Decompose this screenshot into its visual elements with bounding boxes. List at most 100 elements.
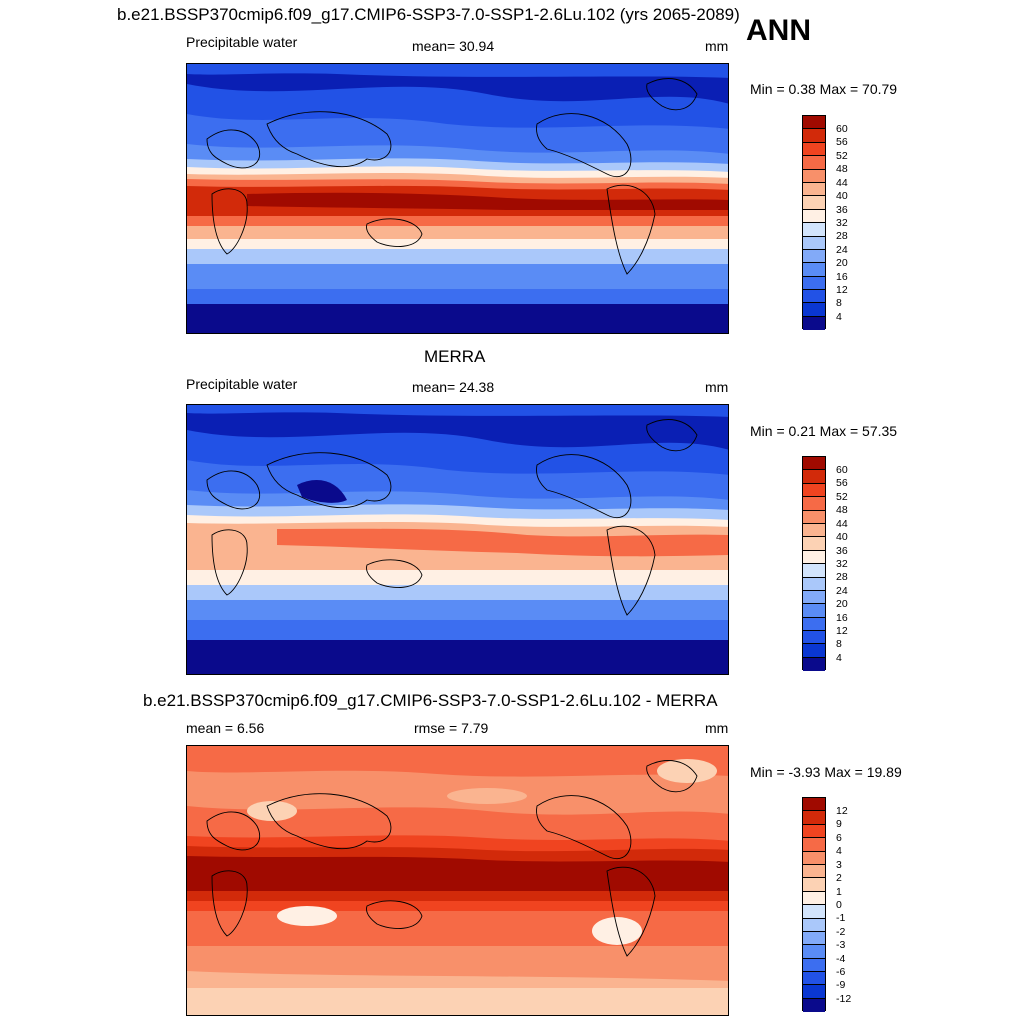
colorbar-tick: 60 xyxy=(836,464,848,476)
colorbar-tick: 4 xyxy=(836,845,842,857)
colorbar-swatch xyxy=(803,998,825,1013)
colorbar-swatch xyxy=(803,798,825,812)
panel-3-title: b.e21.BSSP370cmip6.f09_g17.CMIP6-SSP3-7.… xyxy=(143,691,718,710)
colorbar-swatch xyxy=(803,249,825,264)
colorbar-tick: 44 xyxy=(836,518,848,530)
colorbar-tick: 44 xyxy=(836,177,848,189)
colorbar-swatch xyxy=(803,864,825,879)
colorbar-swatch xyxy=(803,523,825,538)
colorbar-swatch xyxy=(803,209,825,224)
colorbar-tick: 36 xyxy=(836,204,848,216)
colorbar-swatch xyxy=(803,891,825,906)
colorbar-tick: 28 xyxy=(836,571,848,583)
colorbar-tick: 12 xyxy=(836,805,848,817)
panel-3-rmse-label: rmse = 7.79 xyxy=(414,720,489,736)
colorbar-swatch xyxy=(803,263,825,277)
colorbar-swatch xyxy=(803,564,825,578)
panel-1-mean-label: mean= 30.94 xyxy=(412,38,495,54)
colorbar-swatch xyxy=(803,116,825,130)
panel-3-mean-label: mean = 6.56 xyxy=(186,720,265,736)
panel-3-colorbar xyxy=(802,797,826,1013)
colorbar-swatch xyxy=(803,156,825,170)
colorbar-swatch xyxy=(803,276,825,291)
colorbar-swatch xyxy=(803,510,825,524)
colorbar-tick: 0 xyxy=(836,899,842,911)
colorbar-swatch xyxy=(803,972,825,986)
colorbar-tick: 16 xyxy=(836,271,848,283)
colorbar-swatch xyxy=(803,958,825,973)
colorbar-swatch xyxy=(803,457,825,471)
colorbar-swatch xyxy=(803,631,825,645)
colorbar-tick: -12 xyxy=(836,993,852,1005)
colorbar-swatch xyxy=(803,945,825,959)
colorbar-swatch xyxy=(803,497,825,511)
colorbar-swatch xyxy=(803,316,825,331)
colorbar-tick: 8 xyxy=(836,297,842,309)
season-label: ANN xyxy=(746,14,811,47)
colorbar-tick: -6 xyxy=(836,966,846,978)
colorbar-swatch xyxy=(803,657,825,672)
colorbar-tick: -1 xyxy=(836,912,846,924)
colorbar-tick: -2 xyxy=(836,926,846,938)
colorbar-tick: -3 xyxy=(836,939,846,951)
colorbar-swatch xyxy=(803,851,825,865)
colorbar-swatch xyxy=(803,644,825,658)
colorbar-swatch xyxy=(803,182,825,197)
panel-2-map xyxy=(186,404,729,675)
panel-1-map xyxy=(186,63,729,334)
panel-2-colorbar xyxy=(802,456,826,672)
colorbar-swatch xyxy=(803,905,825,919)
colorbar-tick: 24 xyxy=(836,244,848,256)
colorbar-tick: 48 xyxy=(836,163,848,175)
colorbar-tick: 36 xyxy=(836,545,848,557)
colorbar-swatch xyxy=(803,550,825,565)
colorbar-tick: 2 xyxy=(836,872,842,884)
colorbar-swatch xyxy=(803,604,825,618)
colorbar-tick: 48 xyxy=(836,504,848,516)
colorbar-swatch xyxy=(803,470,825,484)
colorbar-tick: 32 xyxy=(836,558,848,570)
colorbar-tick: 12 xyxy=(836,625,848,637)
panel-3-map xyxy=(186,745,729,1016)
colorbar-tick: 6 xyxy=(836,832,842,844)
panel-1-minmax-label: Min = 0.38 Max = 70.79 xyxy=(750,81,898,97)
colorbar-swatch xyxy=(803,878,825,892)
colorbar-swatch xyxy=(803,236,825,250)
colorbar-tick: 9 xyxy=(836,818,842,830)
colorbar-swatch xyxy=(803,303,825,317)
colorbar-tick: -9 xyxy=(836,979,846,991)
colorbar-tick: 3 xyxy=(836,859,842,871)
panel-2-minmax-label: Min = 0.21 Max = 57.35 xyxy=(750,423,898,439)
colorbar-tick: 40 xyxy=(836,531,848,543)
panel-1-units-label: mm xyxy=(705,38,729,54)
colorbar-tick: 4 xyxy=(836,652,842,664)
colorbar-swatch xyxy=(803,838,825,852)
colorbar-swatch xyxy=(803,483,825,498)
colorbar-tick: 8 xyxy=(836,638,842,650)
colorbar-swatch xyxy=(803,129,825,143)
colorbar-tick: 60 xyxy=(836,123,848,135)
colorbar-swatch xyxy=(803,290,825,304)
colorbar-swatch xyxy=(803,223,825,237)
colorbar-tick: -4 xyxy=(836,953,846,965)
colorbar-tick: 28 xyxy=(836,230,848,242)
panel-1-variable-label: Precipitable water xyxy=(186,34,298,50)
panel-1-colorbar xyxy=(802,115,826,331)
colorbar-swatch xyxy=(803,918,825,932)
panel-3-contour-field xyxy=(187,746,728,1015)
colorbar-swatch xyxy=(803,590,825,605)
colorbar-tick: 40 xyxy=(836,190,848,202)
colorbar-tick: 12 xyxy=(836,284,848,296)
colorbar-tick: 56 xyxy=(836,477,848,489)
colorbar-tick: 24 xyxy=(836,585,848,597)
colorbar-swatch xyxy=(803,985,825,999)
colorbar-swatch xyxy=(803,142,825,157)
panel-2-mean-label: mean= 24.38 xyxy=(412,379,495,395)
panel-2-contour-field xyxy=(187,405,728,674)
colorbar-tick: 1 xyxy=(836,886,842,898)
panel-3-minmax-label: Min = -3.93 Max = 19.89 xyxy=(750,764,902,780)
colorbar-tick: 32 xyxy=(836,217,848,229)
colorbar-swatch xyxy=(803,577,825,591)
colorbar-swatch xyxy=(803,811,825,825)
colorbar-swatch xyxy=(803,537,825,551)
